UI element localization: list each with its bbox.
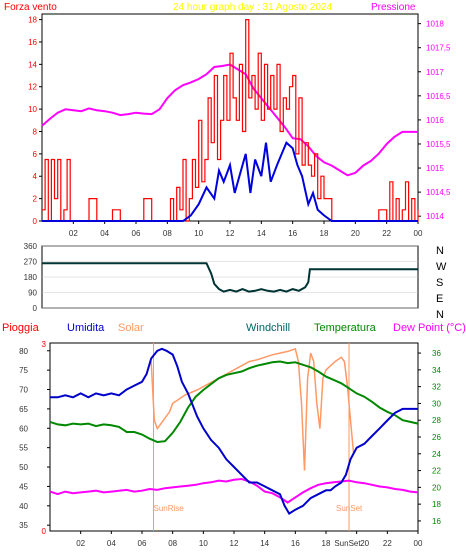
humidity-y-tick-label: 60 <box>19 424 28 433</box>
wind-direction-line <box>42 262 418 293</box>
temp-y-tick-label: 32 <box>432 383 441 392</box>
pressure-y-tick-label: 1015 <box>426 164 444 173</box>
solar-line <box>150 347 355 471</box>
direction-y-tick-label: 270 <box>24 258 38 267</box>
wind-x-tick-label: 20 <box>351 229 360 238</box>
rain-y-tick-label: 3 <box>42 340 47 349</box>
legend-humidity: Umidita <box>67 322 105 334</box>
temp-x-tick-label: 14 <box>260 539 269 548</box>
humidity-y-tick-label: 75 <box>19 366 28 375</box>
temp-x-tick-label: 18 <box>322 539 331 548</box>
legend-rain: Pioggia <box>2 322 40 334</box>
temp-y-tick-label: 18 <box>432 500 441 509</box>
wind-x-tick-label: 16 <box>288 229 297 238</box>
humidity-y-tick-label: 80 <box>19 347 28 356</box>
wind-x-tick-label: 14 <box>257 229 266 238</box>
temp-x-tick-label: 16 <box>291 539 300 548</box>
legend-dew-point: Dew Point (°C) <box>393 322 466 334</box>
wind-y-tick-label: 0 <box>33 217 38 226</box>
humidity-y-tick-label: 55 <box>19 444 28 453</box>
wind-pressure-panel: 02468101214161810141014,510151015,510161… <box>28 13 451 238</box>
direction-compass-label: N <box>436 309 444 321</box>
direction-y-tick-label: 0 <box>33 304 38 313</box>
humidity-y-tick-label: 50 <box>19 463 28 472</box>
humidity-y-tick-label: 35 <box>19 521 28 530</box>
sunset-label: SunSet <box>336 504 363 513</box>
humidity-line <box>50 347 418 516</box>
pressure-y-tick-label: 1014,5 <box>426 188 451 197</box>
temp-x-tick-label: 06 <box>138 539 147 548</box>
direction-y-tick-label: 180 <box>24 273 38 282</box>
direction-compass-label: N <box>436 245 444 257</box>
wind-y-tick-label: 14 <box>28 60 37 69</box>
temp-x-tick-label: 20 <box>360 539 369 548</box>
humidity-y-tick-label: 65 <box>19 405 28 414</box>
legend-windchill: Windchill <box>246 322 290 334</box>
humidity-y-tick-label: 45 <box>19 482 28 491</box>
pressure-y-tick-label: 1017 <box>426 68 444 77</box>
legend-temperature: Temperatura <box>314 322 377 334</box>
wind-y-tick-label: 2 <box>33 195 38 204</box>
direction-compass-label: W <box>436 261 447 273</box>
temp-y-tick-label: 26 <box>432 433 441 442</box>
direction-y-tick-label: 360 <box>24 242 38 251</box>
wind-y-tick-label: 18 <box>28 16 37 25</box>
wind-x-tick-label: 08 <box>163 229 172 238</box>
pressure-axis-title: Pressione <box>371 2 416 13</box>
temp-y-tick-label: 30 <box>432 399 441 408</box>
temp-x-tick-label: 12 <box>230 539 239 548</box>
temperature-line <box>49 360 419 444</box>
temp-x-tick-label: 10 <box>199 539 208 548</box>
humidity-y-tick-label: 70 <box>19 386 28 395</box>
pressure-y-tick-label: 1016 <box>426 116 444 125</box>
wind-y-tick-label: 6 <box>33 150 38 159</box>
temp-y-tick-label: 22 <box>432 467 441 476</box>
wind-y-tick-label: 4 <box>33 172 38 181</box>
temp-x-tick-label: 22 <box>383 539 392 548</box>
temp-y-tick-label: 36 <box>432 349 441 358</box>
temp-y-tick-label: 28 <box>432 416 441 425</box>
wind-x-tick-label: 22 <box>382 229 391 238</box>
wind-x-tick-label: 04 <box>100 229 109 238</box>
wind-x-tick-label: 00 <box>414 229 423 238</box>
sunrise-label: SunRise <box>154 504 185 513</box>
direction-y-tick-label: 90 <box>28 289 37 298</box>
humidity-y-tick-label: 40 <box>19 502 28 511</box>
direction-compass-label: S <box>436 277 443 289</box>
direction-compass-label: E <box>436 293 443 305</box>
sunset-x-label: SunSet <box>334 539 361 548</box>
wind-y-tick-label: 12 <box>28 83 37 92</box>
wind-x-tick-label: 02 <box>69 229 78 238</box>
temp-x-tick-label: 00 <box>414 539 423 548</box>
pressure-y-tick-label: 1014 <box>426 212 444 221</box>
wind-y-tick-label: 8 <box>33 127 38 136</box>
temp-y-tick-label: 24 <box>432 450 441 459</box>
temp-y-tick-label: 20 <box>432 483 441 492</box>
pressure-y-tick-label: 1018 <box>426 20 444 29</box>
pressure-y-tick-label: 1016,5 <box>426 92 451 101</box>
wind-y-tick-label: 16 <box>28 38 37 47</box>
temp-y-tick-label: 16 <box>432 517 441 526</box>
pressure-y-tick-label: 1015,5 <box>426 140 451 149</box>
temp-x-tick-label: 02 <box>76 539 85 548</box>
graph-title: 24 hour graph day : 31 Agosto 2024 <box>173 2 332 13</box>
wind-x-tick-label: 10 <box>194 229 203 238</box>
temp-x-tick-label: 08 <box>168 539 177 548</box>
temp-y-tick-label: 34 <box>432 366 441 375</box>
wind-x-tick-label: 06 <box>132 229 141 238</box>
rain-y-tick-label: 0 <box>42 527 47 536</box>
wind-average-line <box>42 141 418 222</box>
pressure-y-tick-label: 1017,5 <box>426 44 451 53</box>
wind-axis-title: Forza vento <box>4 2 57 13</box>
wind-y-tick-label: 10 <box>28 105 37 114</box>
dew-point-line <box>49 477 419 504</box>
temp-x-tick-label: 04 <box>107 539 116 548</box>
wind-x-tick-label: 12 <box>226 229 235 238</box>
wind-x-tick-label: 18 <box>320 229 329 238</box>
legend-solar: Solar <box>118 322 144 334</box>
temperature-humidity-panel: 3540455055606570758030161820222426283032… <box>19 340 441 548</box>
